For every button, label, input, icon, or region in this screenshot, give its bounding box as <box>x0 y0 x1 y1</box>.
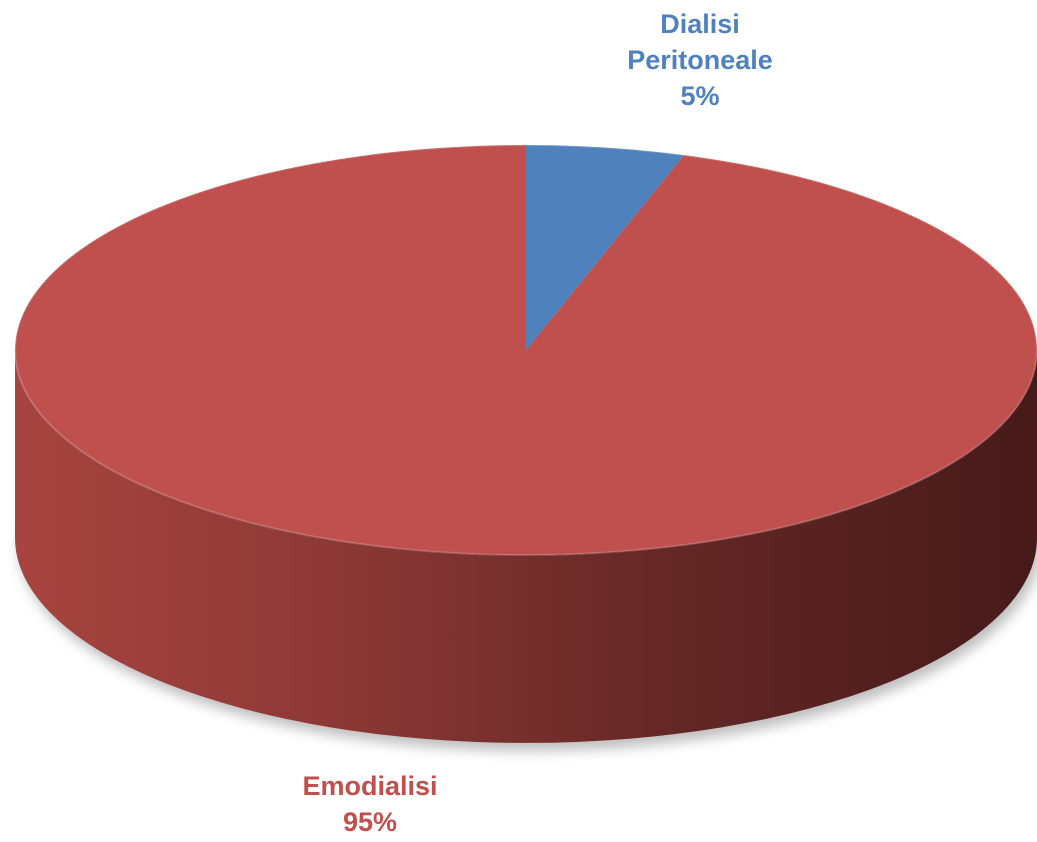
value-label: 5% <box>680 81 720 111</box>
slice-tops <box>14 144 1037 556</box>
category-label: Dialisi Peritoneale <box>627 9 773 75</box>
category-label: Emodialisi <box>302 771 438 801</box>
slice <box>15 145 1037 555</box>
slice <box>526 145 684 350</box>
slice-sides <box>15 350 1037 743</box>
value-label: 95% <box>342 807 398 837</box>
slice-label: Emodialisi 95% <box>260 768 480 840</box>
rim-highlight <box>14 144 1037 556</box>
slice-label: Dialisi Peritoneale 5% <box>590 6 810 114</box>
slice-side <box>15 350 1037 743</box>
